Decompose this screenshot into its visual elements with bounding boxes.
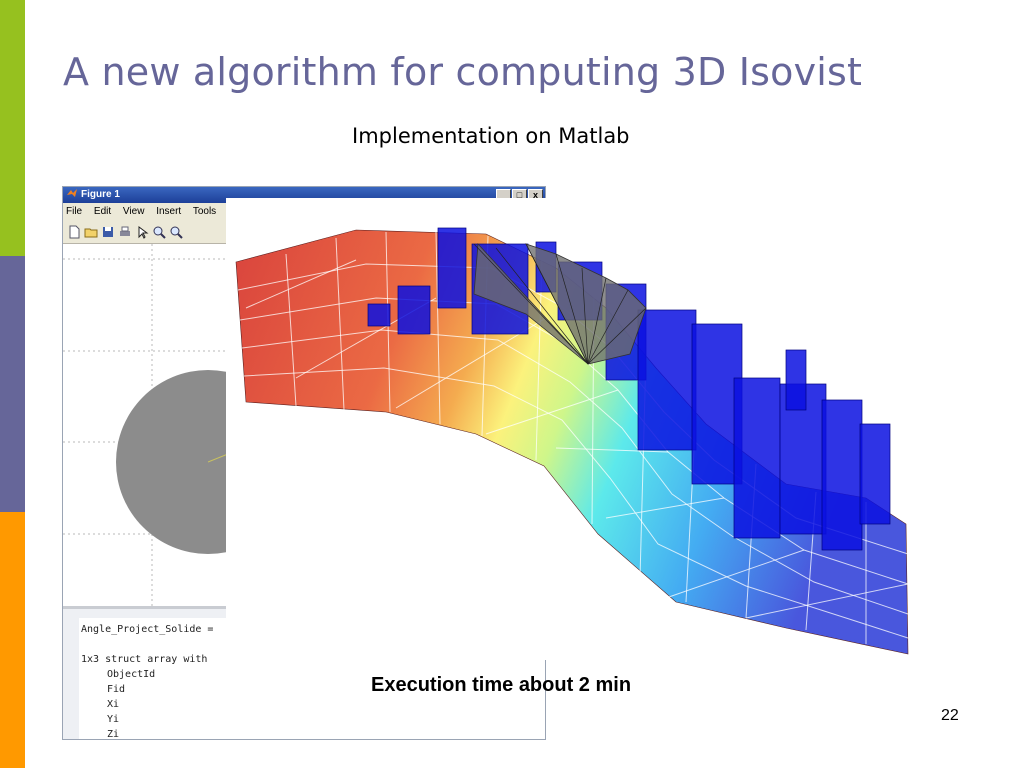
cmd-field: ObjectId bbox=[107, 669, 156, 680]
cmd-field: Zi bbox=[107, 729, 120, 740]
zoom-in-icon[interactable] bbox=[152, 225, 166, 239]
menu-insert[interactable]: Insert bbox=[156, 206, 182, 217]
accent-bar-green bbox=[0, 0, 25, 256]
ray-lines bbox=[473, 243, 647, 365]
accent-bar-purple bbox=[0, 256, 25, 512]
cmd-field: Fid bbox=[107, 684, 126, 695]
save-icon[interactable] bbox=[101, 225, 115, 239]
caption: Execution time about 2 min bbox=[371, 674, 632, 696]
cmd-line: Angle_Project_Solide = bbox=[81, 624, 214, 635]
print-icon[interactable] bbox=[118, 225, 132, 239]
slide-subtitle: Implementation on Matlab bbox=[352, 124, 630, 148]
slide-title: A new algorithm for computing 3D Isovist bbox=[63, 50, 863, 94]
menu-view[interactable]: View bbox=[122, 206, 145, 217]
isovist-3d-plot bbox=[226, 198, 920, 660]
page-number: 22 bbox=[941, 707, 959, 724]
isovist-3d-plot-svg bbox=[235, 227, 909, 655]
menu-tools[interactable]: Tools bbox=[192, 206, 217, 217]
pointer-icon[interactable] bbox=[135, 225, 149, 239]
menu-file[interactable]: File bbox=[66, 206, 83, 217]
open-folder-icon[interactable] bbox=[84, 225, 98, 239]
zoom-out-icon[interactable] bbox=[169, 225, 183, 239]
cmd-field: Yi bbox=[107, 714, 120, 725]
cmd-field: Xi bbox=[107, 699, 120, 710]
accent-bar-orange bbox=[0, 512, 25, 768]
menu-edit[interactable]: Edit bbox=[93, 206, 112, 217]
cmd-line: 1x3 struct array with bbox=[81, 654, 208, 665]
new-file-icon[interactable] bbox=[67, 225, 81, 239]
figure-title: Figure 1 bbox=[81, 189, 120, 200]
matlab-logo-icon bbox=[67, 189, 77, 197]
